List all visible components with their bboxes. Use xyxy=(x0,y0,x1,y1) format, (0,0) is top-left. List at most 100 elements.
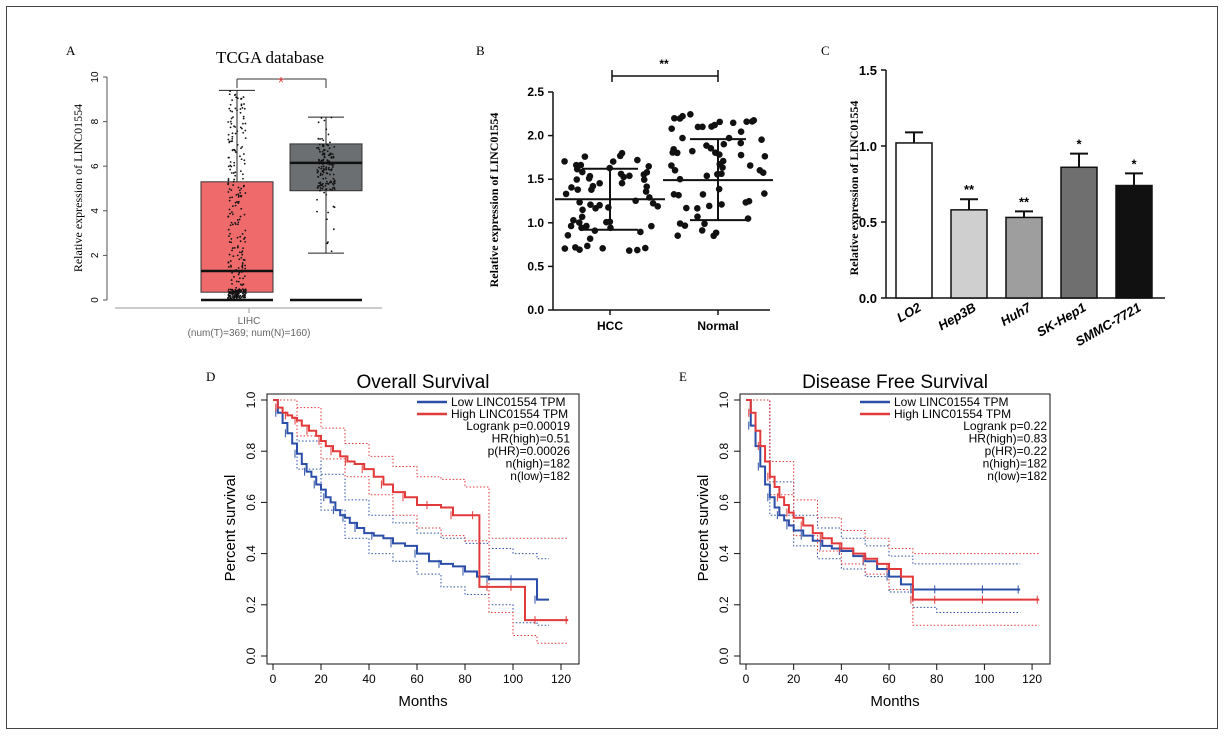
scatter-point xyxy=(715,185,723,193)
jitter-point xyxy=(242,258,245,261)
jitter-point xyxy=(244,288,247,291)
jitter-point xyxy=(236,292,239,295)
significance-marker: ** xyxy=(1019,194,1030,209)
x-tick-label: 60 xyxy=(882,672,896,686)
plot-frame xyxy=(266,393,580,665)
jitter-point xyxy=(229,288,232,291)
x-tick-label: 0 xyxy=(743,672,750,686)
y-tick-label: 0.0 xyxy=(717,647,731,664)
scatter-point xyxy=(689,147,696,155)
scatter-point xyxy=(746,162,754,169)
significance-marker: ** xyxy=(964,182,975,197)
jitter-point xyxy=(244,264,247,267)
jitter-point xyxy=(238,218,241,221)
jitter-point xyxy=(228,253,231,256)
jitter-point xyxy=(241,253,244,256)
jitter-point xyxy=(231,137,234,140)
jitter-point xyxy=(319,181,322,184)
jitter-point xyxy=(231,296,234,299)
jitter-point xyxy=(323,191,326,194)
jitter-point xyxy=(238,258,241,261)
y-tick-label: 0.0 xyxy=(859,291,877,306)
jitter-point xyxy=(330,181,333,184)
km-line-high-ci xyxy=(746,399,1040,626)
jitter-point xyxy=(331,187,334,189)
jitter-point xyxy=(321,173,324,176)
jitter-point xyxy=(325,143,328,146)
jitter-point xyxy=(327,154,330,157)
jitter-point xyxy=(230,172,233,174)
jitter-point xyxy=(231,293,233,296)
jitter-point xyxy=(323,155,326,158)
jitter-point xyxy=(331,188,333,191)
scatter-point xyxy=(737,139,745,147)
scatter-point xyxy=(573,176,581,183)
scatter-point xyxy=(756,166,764,174)
jitter-point xyxy=(229,164,232,167)
jitter-point xyxy=(233,164,236,167)
jitter-point xyxy=(319,174,322,177)
jitter-point xyxy=(329,141,331,144)
jitter-point xyxy=(322,165,325,168)
scatter-point xyxy=(576,246,583,254)
scatter-point xyxy=(588,186,595,193)
jitter-point xyxy=(317,146,320,149)
jitter-point xyxy=(233,292,235,295)
jitter-point xyxy=(238,251,241,254)
jitter-point xyxy=(235,193,238,196)
jitter-point xyxy=(331,166,334,168)
jitter-point xyxy=(319,150,321,153)
jitter-point xyxy=(318,162,321,165)
stat-label: p(HR)=0.00026 xyxy=(488,444,571,458)
jitter-point xyxy=(239,111,242,114)
jitter-point xyxy=(233,125,235,128)
y-tick-label: 2.5 xyxy=(527,85,544,99)
scatter-point xyxy=(603,218,610,226)
jitter-point xyxy=(323,119,326,122)
jitter-point xyxy=(229,291,231,294)
jitter-point xyxy=(244,267,247,270)
jitter-point xyxy=(243,293,246,296)
jitter-point xyxy=(229,224,232,227)
jitter-point xyxy=(333,186,336,189)
jitter-point xyxy=(236,236,239,239)
y-axis-label: Relative expression of LINC01554 xyxy=(71,104,85,272)
jitter-point xyxy=(242,153,245,155)
jitter-point xyxy=(229,109,232,112)
stat-label: Logrank p=0.00019 xyxy=(466,419,570,433)
x-tick-label: 40 xyxy=(835,672,849,686)
jitter-point xyxy=(244,129,247,132)
jitter-point xyxy=(241,173,244,176)
scatter-point xyxy=(737,128,745,135)
y-tick-label: 0.4 xyxy=(244,545,258,562)
jitter-point xyxy=(240,187,243,190)
jitter-point xyxy=(231,249,233,252)
km-line-low xyxy=(273,399,549,601)
jitter-point xyxy=(322,144,324,147)
scatter-point xyxy=(581,153,589,160)
x-tick-label: 120 xyxy=(1022,672,1042,686)
scatter-point xyxy=(618,179,626,187)
y-tick-label: 1.0 xyxy=(717,391,731,408)
jitter-point xyxy=(244,240,247,243)
jitter-point xyxy=(228,241,231,243)
x-category-label: LO2 xyxy=(894,299,924,325)
jitter-point xyxy=(232,213,234,216)
jitter-point xyxy=(316,147,318,149)
jitter-point xyxy=(227,290,230,293)
jitter-point xyxy=(317,137,320,140)
y-tick-label: 0.5 xyxy=(527,259,544,273)
jitter-point xyxy=(244,122,247,125)
jitter-point xyxy=(241,298,244,301)
scatter-point xyxy=(642,188,650,195)
x-category-label: Hep3B xyxy=(935,300,978,334)
jitter-point xyxy=(321,150,324,153)
x-tick-label: 80 xyxy=(930,672,944,686)
jitter-point xyxy=(237,267,240,269)
jitter-point xyxy=(242,283,245,286)
y-tick-label: 0.8 xyxy=(717,443,731,460)
jitter-point xyxy=(237,245,239,247)
panel-letter-B: B xyxy=(476,43,485,58)
scatter-point xyxy=(703,142,710,149)
